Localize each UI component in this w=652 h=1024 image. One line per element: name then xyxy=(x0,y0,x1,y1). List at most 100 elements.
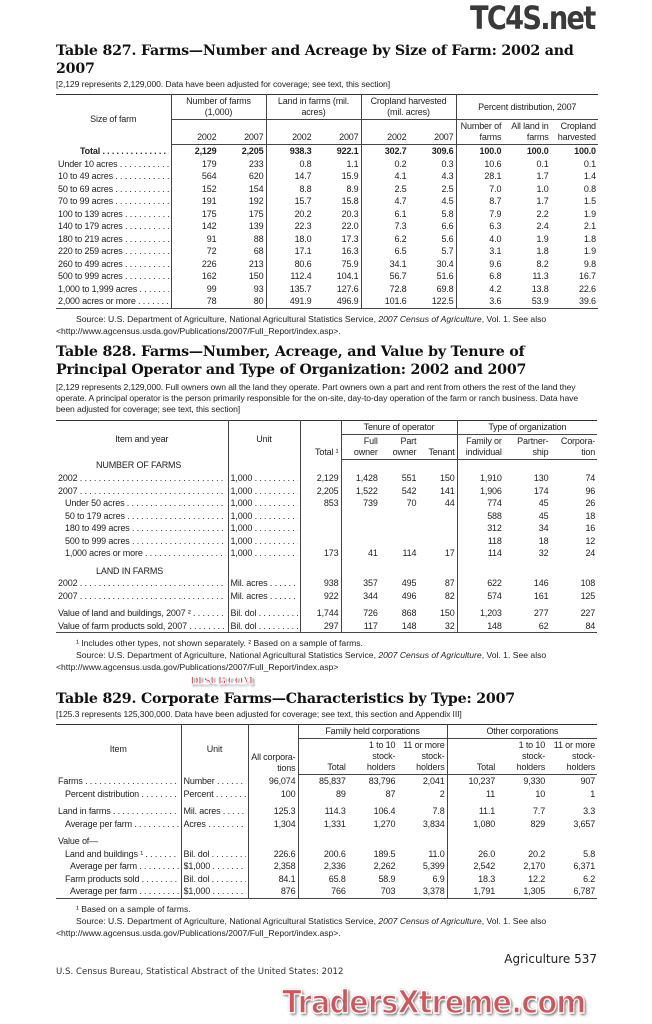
col-group-organization: Type of organization xyxy=(457,420,598,435)
cell-value: 65.8 xyxy=(328,873,346,884)
row-label-text: 10 to 49 acres xyxy=(58,170,169,183)
watermark-logo: TC4S.net xyxy=(470,0,596,37)
col-part-owner: Part owner xyxy=(379,434,419,460)
cell-value: 148 xyxy=(457,619,504,634)
section-heading: LAND IN FARMS xyxy=(56,559,229,578)
cell-value: 192 xyxy=(218,195,267,208)
cell-value: 15.8 xyxy=(313,195,362,208)
unit-text: $1,000 xyxy=(184,860,246,873)
col-2007: 2007 xyxy=(313,119,362,146)
table-829-title: Table 829. Corporate Farms—Characteristi… xyxy=(56,691,515,707)
col-unit: Unit xyxy=(181,724,249,775)
row-label-text: 140 to 179 acres xyxy=(58,220,169,233)
cell-value: 1.5 xyxy=(583,196,596,207)
cell-value: 89 xyxy=(335,788,346,799)
cell-value: 1,744 xyxy=(300,602,342,620)
cell-value: 122.5 xyxy=(408,295,457,309)
cell-value xyxy=(397,830,448,848)
cell-value: 130 xyxy=(533,473,549,484)
cell-value: 5.6 xyxy=(408,232,457,246)
row-label: 220 to 259 acres xyxy=(56,245,172,258)
cell-value: 80 xyxy=(218,295,267,309)
unit-cell xyxy=(228,459,301,473)
cell-value: 154 xyxy=(218,182,267,196)
cell-value: 99 xyxy=(206,283,217,294)
col-11-or-more: 11 or more stock-holders xyxy=(397,738,448,776)
unit-cell: Bil. dol xyxy=(228,602,301,620)
cell-value xyxy=(380,560,419,578)
cell-value: 344 xyxy=(363,590,378,601)
cell-value: 189.5 xyxy=(373,848,396,859)
cell-value: 12.2 xyxy=(528,873,546,884)
row-label-text: Under 50 acres xyxy=(58,497,226,510)
cell-value: 150 xyxy=(418,472,458,485)
cell-value: 739 xyxy=(363,498,378,509)
cell-value: 496.9 xyxy=(313,295,362,309)
cell-value: 161 xyxy=(533,590,549,601)
row-label-text: 100 to 139 acres xyxy=(58,208,169,221)
col-tenant: Tenant xyxy=(418,434,458,460)
cell-value xyxy=(380,522,419,535)
cell-value: 114 xyxy=(487,548,502,559)
row-label-text: Farms xyxy=(58,775,179,788)
cell-value: 1,304 xyxy=(248,817,299,831)
cell-value: 9.8 xyxy=(583,258,596,269)
row-label-text: Average per farm xyxy=(58,885,179,897)
cell-value: 496 xyxy=(401,590,417,601)
cell-value: 18.3 xyxy=(478,873,496,884)
cell-value: 135.7 xyxy=(289,283,312,294)
unit-cell: Mil. acres xyxy=(228,589,301,603)
cell-value: 588 xyxy=(487,510,502,521)
cell-value: 277 xyxy=(533,608,549,619)
col-all-land: All land in farms xyxy=(503,119,551,146)
cell-value: 0.8 xyxy=(299,158,312,169)
row-label: 180 to 499 acres xyxy=(56,522,229,535)
cell-value: 1.7 xyxy=(536,171,549,182)
cell-value: 152 xyxy=(201,183,217,194)
row-label: 50 to 179 acres xyxy=(56,509,229,523)
cell-value: 3,378 xyxy=(397,885,448,899)
unit-cell: Mil. acres xyxy=(181,800,249,818)
cell-value: 125.3 xyxy=(248,800,299,818)
cell-value: 22.0 xyxy=(313,220,362,233)
col-2002: 2002 xyxy=(171,119,219,146)
unit-text: 1,000 xyxy=(231,547,298,560)
cell-value: 84.1 xyxy=(248,872,299,886)
col-group-number-of-farms: Number of farms (1,000) xyxy=(171,94,267,121)
cell-value: 357 xyxy=(363,578,378,589)
unit-cell: 1,000 xyxy=(228,522,301,535)
cell-value: 620 xyxy=(218,170,267,183)
footnote: ¹ Includes other types, not shown separa… xyxy=(76,638,363,649)
cell-value: 551 xyxy=(401,473,417,484)
table-row: 500 to 999 acres 1,000 118 18 12 xyxy=(56,534,597,548)
table-827-section: Table 827. Farms—Number and Acreage by S… xyxy=(56,42,598,337)
col-total: Total xyxy=(447,738,498,776)
row-label: 260 to 499 acres xyxy=(56,257,172,271)
cell-value: 1,080 xyxy=(473,818,496,829)
row-label: Value of farm products sold, 2007 xyxy=(56,619,229,634)
row-label: 70 to 99 acres xyxy=(56,195,172,208)
col-total: Total xyxy=(298,738,348,776)
col-11-or-more: 11 or more stock-holders xyxy=(547,738,598,776)
cell-value: 26 xyxy=(585,498,596,509)
cell-value: 96 xyxy=(585,485,596,496)
col-unit: Unit xyxy=(228,420,301,460)
cell-value: 213 xyxy=(218,257,267,271)
row-label: 2002 xyxy=(56,577,229,590)
cell-value: 1.9 xyxy=(583,246,596,257)
unit-cell: 1,000 xyxy=(228,547,301,560)
cell-value: 3,834 xyxy=(397,817,448,831)
cell-value: 829 xyxy=(530,818,546,829)
cell-value: 34.1 xyxy=(389,258,407,269)
row-label: 500 to 999 acres xyxy=(56,270,172,283)
row-label-text: Total xyxy=(58,145,169,158)
unit-cell xyxy=(181,830,249,848)
cell-value: 907 xyxy=(580,776,596,787)
unit-text: Number xyxy=(184,775,246,788)
cell-value: 82 xyxy=(418,589,458,603)
cell-value: 16.3 xyxy=(313,245,362,258)
row-label: Average per farm xyxy=(56,885,182,899)
